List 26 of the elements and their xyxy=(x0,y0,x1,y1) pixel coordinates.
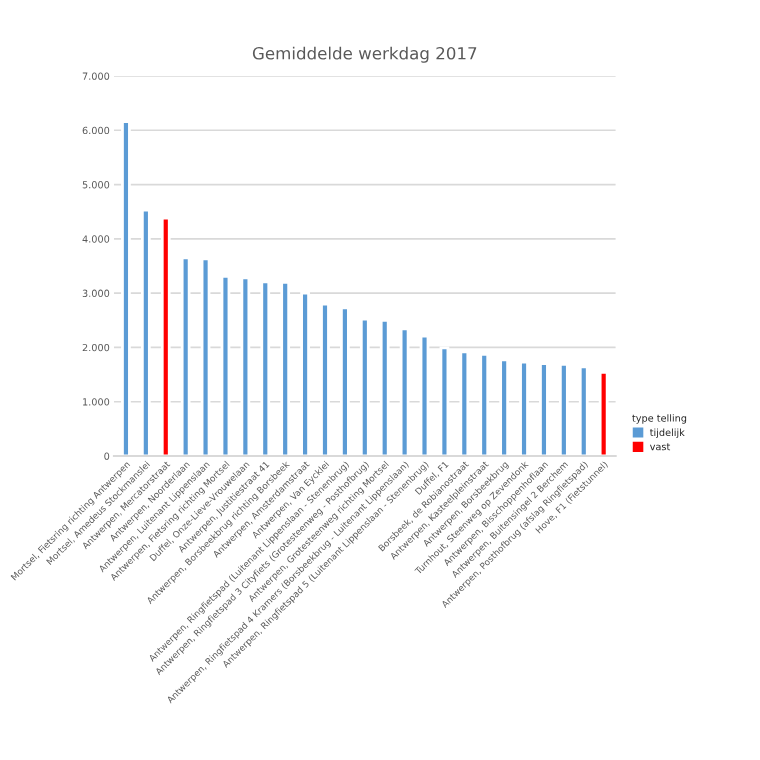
bar xyxy=(479,353,490,456)
bar xyxy=(220,274,231,456)
bar xyxy=(399,327,410,456)
bar xyxy=(200,257,211,456)
bar xyxy=(240,276,251,456)
bar xyxy=(598,371,609,456)
bar xyxy=(320,302,330,456)
bar xyxy=(519,360,529,456)
bar xyxy=(140,208,151,456)
bar xyxy=(160,216,171,456)
bar xyxy=(539,362,549,456)
bar xyxy=(180,256,191,456)
bar xyxy=(558,362,569,456)
bar xyxy=(260,280,271,456)
bar xyxy=(340,306,350,456)
bar xyxy=(121,120,131,456)
bar xyxy=(359,317,370,456)
bar xyxy=(439,346,450,456)
bar xyxy=(280,280,291,456)
bar xyxy=(379,318,390,456)
chart-title: Gemiddelde werkdag 2017 xyxy=(252,46,477,63)
bar xyxy=(300,291,310,456)
bar xyxy=(499,358,510,456)
bar xyxy=(459,350,470,456)
bar xyxy=(419,334,430,456)
bar xyxy=(578,365,589,456)
